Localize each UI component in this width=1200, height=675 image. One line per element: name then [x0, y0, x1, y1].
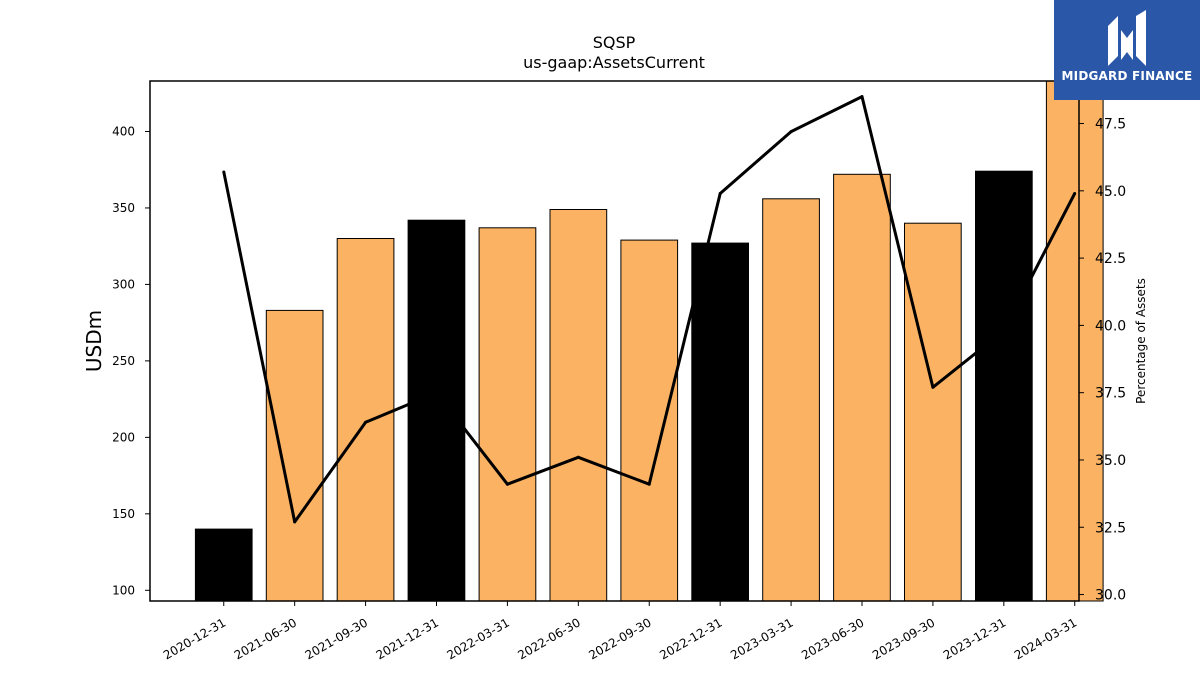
bar-2023-09-30 — [904, 222, 962, 602]
bar-2020-12-31 — [194, 528, 253, 602]
y-axis-label-right: Percentage of Assets — [1134, 278, 1148, 404]
y-axis-label-left: USDm — [82, 310, 106, 372]
x-tick-label: 2021-12-31 — [374, 615, 441, 662]
bar-2021-09-30 — [336, 238, 395, 602]
plot-frame — [149, 80, 1080, 602]
y-axis-right: 30.0 32.5 35.0 37.5 40.0 42.5 45.0 47.5 — [1079, 117, 1126, 604]
bar-2022-06-30 — [549, 209, 608, 602]
midgard-m-logo-icon — [1108, 10, 1146, 66]
x-tick-label: 2022-09-30 — [586, 615, 653, 662]
line-series — [222, 95, 1077, 524]
y-right-tick-label: 32.5 — [1095, 520, 1126, 536]
x-tick-label: 2022-06-30 — [515, 615, 582, 662]
y-right-tick-label: 30.0 — [1095, 588, 1126, 604]
bar-2021-06-30 — [265, 309, 324, 602]
line-point-2023-03-31 — [789, 130, 793, 134]
line-point-2020-12-31 — [222, 170, 226, 174]
y-tick-label: 350 — [112, 201, 135, 215]
line-point-2023-06-30 — [860, 95, 864, 99]
chart-title: SQSP — [593, 33, 636, 52]
x-tick-label: 2023-12-31 — [941, 615, 1008, 662]
brand-logo: MIDGARD FINANCE — [1054, 0, 1200, 100]
x-tick-label: 2023-03-31 — [728, 615, 795, 662]
y-right-tick-label: 47.5 — [1095, 117, 1126, 133]
x-axis: 2020-12-31 2021-06-30 2021-09-30 2021-12-31… — [161, 601, 1079, 662]
bar-2022-03-31 — [478, 227, 537, 602]
bar-2021-12-31 — [407, 219, 466, 602]
y-right-tick-label: 37.5 — [1095, 386, 1126, 402]
y-right-tick-label: 35.0 — [1095, 453, 1126, 469]
brand-name: MIDGARD FINANCE — [1061, 69, 1193, 83]
bar-2023-03-31 — [762, 198, 820, 602]
bar-series — [194, 80, 1104, 602]
x-tick-label: 2024-03-31 — [1012, 615, 1079, 662]
x-tick-label: 2022-12-31 — [657, 615, 724, 662]
y-tick-label: 250 — [112, 354, 135, 368]
line-point-2022-12-31 — [718, 192, 722, 195]
y-right-tick-label: 45.0 — [1095, 184, 1126, 200]
x-tick-label: 2021-09-30 — [303, 615, 370, 662]
bar-2022-09-30 — [620, 239, 679, 602]
y-right-tick-label: 40.0 — [1095, 318, 1126, 334]
bar-2023-12-31 — [975, 170, 1033, 602]
y-axis-left: 100 150 200 250 300 350 400 — [112, 124, 150, 597]
bar-2022-12-31 — [691, 242, 749, 602]
x-tick-label: 2023-06-30 — [799, 615, 866, 662]
line-point-2023-09-30 — [931, 385, 935, 389]
line-point-2021-09-30 — [364, 420, 368, 424]
x-tick-label: 2020-12-31 — [161, 615, 228, 662]
bar-2024-03-31 — [1045, 80, 1104, 602]
line-point-2023-12-31 — [1002, 329, 1006, 333]
bar-2023-06-30 — [833, 173, 891, 602]
line-point-2021-06-30 — [293, 520, 297, 524]
chart-subtitle: us-gaap:AssetsCurrent — [523, 53, 705, 72]
y-tick-label: 150 — [112, 507, 135, 521]
x-tick-label: 2023-09-30 — [870, 615, 937, 662]
y-tick-label: 200 — [112, 430, 135, 444]
line-point-2021-12-31 — [435, 391, 438, 395]
y-tick-label: 100 — [112, 583, 135, 597]
line-point-2022-06-30 — [576, 455, 580, 459]
y-tick-label: 300 — [112, 277, 135, 291]
y-tick-label: 400 — [112, 124, 135, 138]
line-point-2022-09-30 — [647, 482, 651, 486]
x-tick-label: 2021-06-30 — [232, 615, 299, 662]
y-right-tick-label: 42.5 — [1095, 251, 1126, 267]
line-point-2022-03-31 — [505, 482, 509, 486]
x-tick-label: 2022-03-31 — [445, 615, 512, 662]
line-point-2024-03-31 — [1073, 192, 1077, 195]
